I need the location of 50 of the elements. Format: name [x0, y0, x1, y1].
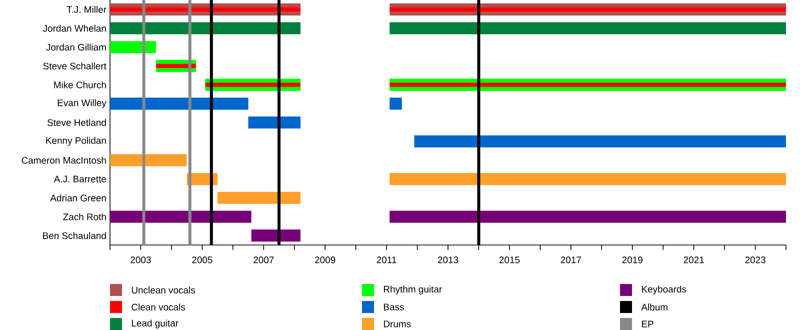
bar: [248, 116, 301, 129]
bar: [110, 41, 156, 54]
legend-label: Keyboards: [642, 286, 686, 294]
y-tick-label: Evan Willey: [58, 99, 106, 108]
legend-label: Clean vocals: [132, 304, 186, 310]
x-tick-label: 2003: [130, 256, 151, 264]
bar: [110, 98, 248, 110]
x-tick-label: 2005: [192, 256, 212, 264]
y-tick-label: Jordan Whelan: [42, 24, 106, 32]
x-tick-label: 2021: [684, 256, 704, 264]
legend-label: Unclean vocals: [132, 286, 196, 294]
y-tick-label: Cameron MacIntosh: [22, 156, 106, 164]
bar: [110, 210, 252, 223]
bar: [110, 7, 301, 12]
legend-label: EP: [642, 320, 654, 328]
x-tick-label: 2013: [438, 256, 458, 264]
y-tick-label: Steve Hetland: [47, 119, 106, 126]
x-tick-label: 2023: [745, 256, 766, 264]
bar: [390, 98, 402, 110]
bar: [251, 230, 301, 242]
legend-label: Album: [641, 304, 668, 310]
legend-label: Rhythm guitar: [384, 286, 442, 294]
bar: [218, 192, 301, 204]
x-tick-label: 2015: [499, 256, 520, 264]
legend-label: Bass: [384, 304, 404, 310]
bar: [390, 22, 786, 34]
x-tick-label: 2009: [315, 256, 336, 264]
bar: [390, 7, 786, 12]
bar: [414, 135, 786, 148]
bar: [110, 154, 187, 166]
legend-label: Drums: [384, 320, 411, 328]
legend-label: Lead guitar: [132, 320, 178, 328]
bar: [110, 22, 301, 34]
x-tick-label: 2011: [376, 256, 396, 264]
y-tick-label: Steve Schallert: [43, 62, 106, 70]
y-tick-label: Adrian Green: [50, 194, 106, 202]
bar: [390, 173, 786, 186]
y-tick-label: Zach Roth: [63, 213, 106, 220]
x-tick-label: 2007: [254, 256, 274, 264]
y-tick-label: A.J. Barrette: [54, 176, 106, 182]
x-tick-label: 2017: [560, 256, 581, 264]
bar: [390, 82, 786, 87]
y-tick-label: Kenny Polidan: [46, 136, 106, 146]
bar: [205, 82, 301, 87]
y-tick-label: Ben Schauland: [43, 232, 106, 240]
x-tick-label: 2019: [622, 256, 642, 264]
bar: [390, 210, 786, 223]
y-tick-label: Mike Church: [54, 81, 106, 88]
y-tick-label: T.J. Miller: [66, 6, 106, 13]
y-tick-label: Jordan Gilliam: [46, 44, 106, 51]
